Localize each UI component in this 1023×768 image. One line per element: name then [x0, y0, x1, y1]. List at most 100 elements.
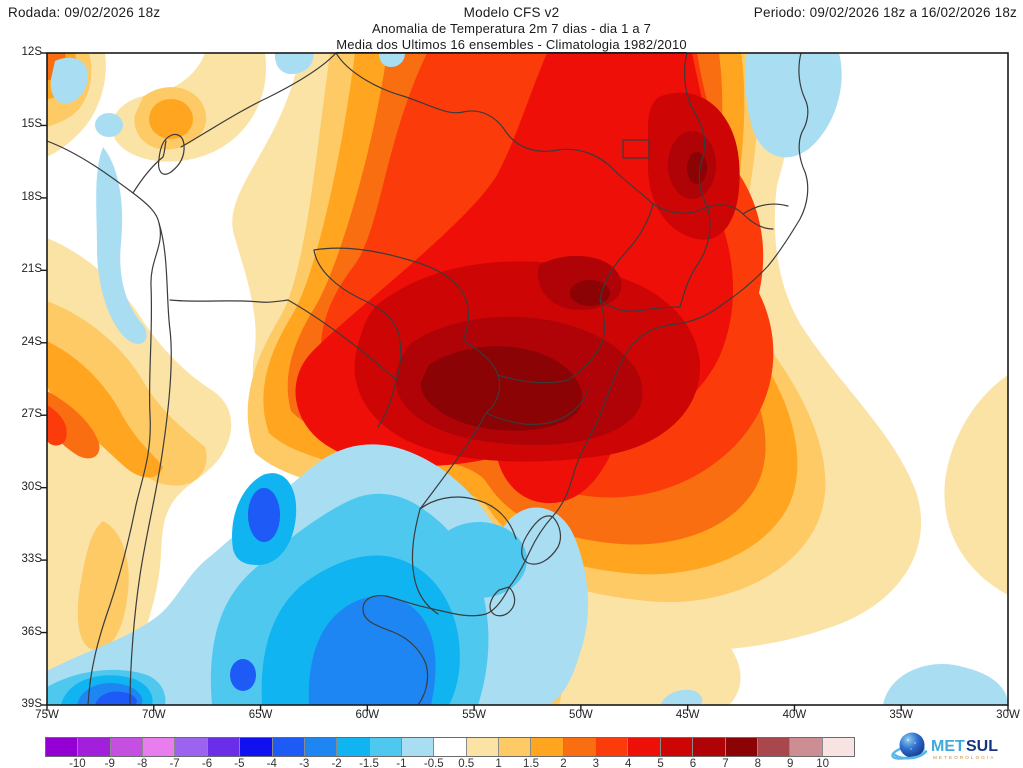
lat-label: 33S: [21, 553, 42, 566]
colorbar-cell: [401, 738, 435, 756]
colorbar-tick: -6: [201, 758, 213, 768]
lon-label: 70W: [141, 709, 166, 721]
colorbar-tick: -0.5: [423, 758, 444, 768]
contour-region: [944, 375, 1008, 595]
colorbar-tick: -1.5: [359, 758, 379, 768]
colorbar-tick: -3: [299, 758, 310, 768]
colorbar-cell: [369, 738, 402, 756]
contour-region: [687, 152, 707, 184]
contour-region: [274, 53, 314, 75]
contour-region: [149, 99, 193, 139]
colorbar-tick: -7: [169, 758, 180, 768]
colorbar-tick: -1: [396, 758, 407, 768]
contour-region: [744, 53, 842, 158]
contour-region: [95, 691, 137, 705]
lon-label: 50W: [569, 709, 593, 721]
colorbar-tick: 8: [754, 758, 761, 768]
plot-frame: [46, 52, 1009, 706]
lat-label: 12S: [21, 46, 42, 58]
colorbar-cell: [143, 738, 176, 756]
colorbar-tick: 4: [624, 758, 632, 768]
lon-label: 60W: [355, 709, 380, 721]
chart-title: Anomalia de Temperatura 2m 7 dias - dia …: [371, 21, 652, 36]
lon-label: 45W: [675, 709, 700, 721]
colorbar-cell: [660, 738, 694, 756]
colorbar-tick: 3: [592, 758, 599, 768]
colorbar-tick: -8: [137, 758, 148, 768]
colorbar-cell: [725, 738, 758, 756]
colorbar-cell: [531, 738, 564, 756]
colorbar-cell: [240, 738, 273, 756]
colorbar-cell: [175, 738, 208, 756]
lon-label: 75W: [35, 709, 59, 721]
lat-label: 21S: [21, 263, 42, 276]
colorbar: [45, 737, 855, 757]
colorbar-cell: [563, 738, 597, 756]
lon-label: 55W: [462, 709, 486, 721]
contour-region: [50, 57, 89, 104]
contour-region: [661, 689, 703, 705]
lon-label: 35W: [889, 709, 914, 721]
colorbar-cell: [822, 738, 854, 756]
lat-label: 30S: [21, 480, 42, 493]
metsul-logo: MET SUL METEOROLOGIA: [891, 729, 1017, 766]
contour-region: [47, 405, 67, 446]
globe-icon: [891, 732, 928, 760]
colorbar-cell: [46, 738, 79, 756]
logo-text-met: MET: [931, 738, 965, 755]
contour-region: [431, 522, 527, 598]
lat-label: 18S: [21, 190, 42, 203]
colorbar-tick: 9: [786, 758, 794, 768]
contour-region: [47, 341, 163, 478]
colorbar-cell: [499, 738, 532, 756]
logo-text-sul: SUL: [966, 738, 998, 755]
colorbar-cell: [434, 738, 467, 756]
colorbar-cell: [110, 738, 144, 756]
contour-region: [308, 595, 436, 705]
colorbar-cell: [207, 738, 241, 756]
colorbar-tick: 5: [657, 758, 664, 768]
axis-ticks: [41, 52, 1009, 711]
lon-label: 65W: [248, 709, 273, 721]
lon-label: 30W: [996, 709, 1020, 721]
contour-region: [248, 488, 280, 542]
lat-label: 36S: [21, 625, 42, 638]
colorbar-tick: 1: [495, 758, 502, 768]
contour-region: [379, 53, 405, 67]
chart-subtitle: Media dos Ultimos 16 ensembles - Climato…: [336, 37, 687, 52]
colorbar-tick: -2: [331, 758, 342, 768]
contour-field: [47, 53, 1008, 705]
colorbar-cell: [304, 738, 338, 756]
border-lines: [47, 53, 809, 705]
colorbar-tick: -9: [104, 758, 115, 768]
contour-region: [96, 147, 147, 344]
contour-region: [420, 346, 583, 431]
contour-region: [230, 659, 256, 691]
lat-label: 24S: [21, 335, 42, 348]
colorbar-tick: 1.5: [523, 758, 539, 768]
lat-label: 15S: [21, 118, 42, 131]
colorbar-tick: 10: [816, 758, 829, 768]
contour-region: [47, 301, 207, 486]
colorbar-tick: -5: [234, 758, 245, 768]
lon-label: 40W: [782, 709, 807, 721]
lat-label: 39S: [21, 698, 42, 710]
colorbar-cell: [337, 738, 370, 756]
colorbar-cell: [596, 738, 629, 756]
colorbar-cell: [757, 738, 791, 756]
colorbar-cell: [466, 738, 500, 756]
colorbar-tick: -10: [69, 758, 86, 768]
model-label: Modelo CFS v2: [463, 5, 560, 20]
contour-region: [95, 113, 123, 137]
colorbar-cell: [272, 738, 305, 756]
logo-subtitle: METEOROLOGIA: [933, 755, 995, 760]
contour-region: [77, 521, 129, 651]
contour-region: [570, 280, 610, 306]
colorbar-cell: [628, 738, 661, 756]
colorbar-tick: -4: [266, 758, 277, 768]
colorbar-tick: 6: [689, 758, 697, 768]
lat-label: 27S: [21, 408, 42, 421]
colorbar-cell: [790, 738, 823, 756]
